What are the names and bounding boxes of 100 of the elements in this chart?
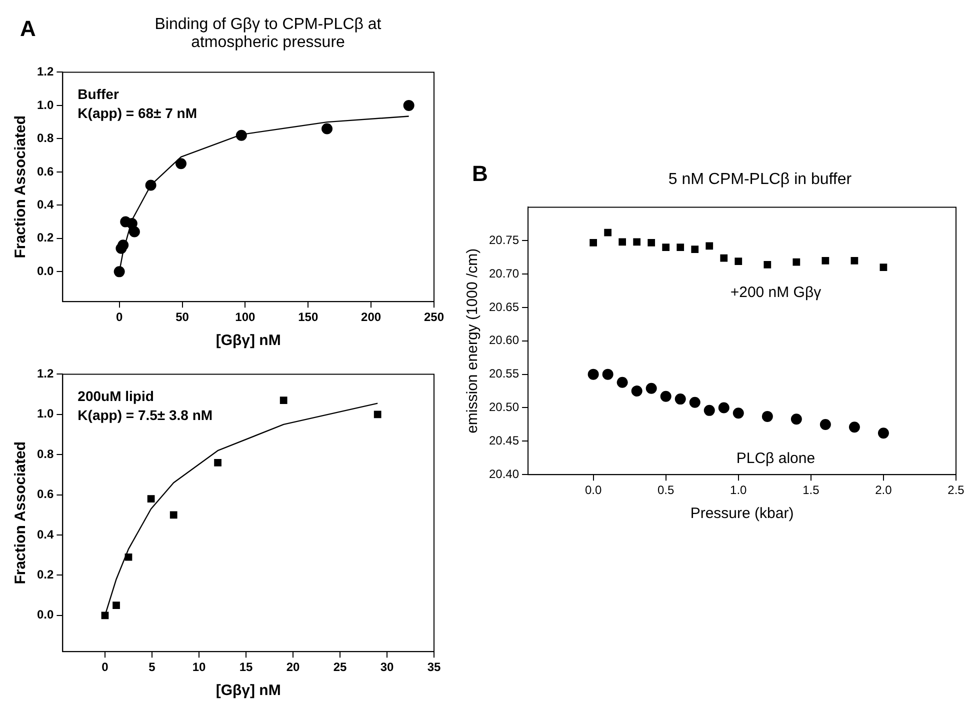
x-tick-label: 30 [380, 660, 394, 674]
point [764, 261, 772, 268]
y-tick-label: 1.0 [36, 406, 54, 421]
point [762, 410, 773, 422]
point [176, 158, 186, 170]
annotation: 200uM lipid [78, 388, 154, 404]
y-tick-label: 20.65 [489, 300, 520, 314]
point [691, 246, 699, 253]
point [403, 100, 414, 111]
y-tick-label: 0.8 [36, 131, 54, 146]
x-tick-label: 2.0 [875, 483, 892, 498]
annotation: K(app) = 7.5± 3.8 nM [78, 407, 213, 424]
point [662, 244, 670, 251]
x-tick-label: 50 [176, 310, 190, 324]
point [147, 495, 155, 503]
y-tick-label: 0.0 [36, 264, 54, 278]
x-tick-label: 250 [424, 310, 444, 324]
point [660, 390, 672, 402]
point [790, 414, 802, 425]
y-tick-label: 1.2 [36, 366, 54, 381]
chart-title: Binding of Gβγ to CPM-PLCβ at atmospheric pressure [154, 15, 382, 53]
point [588, 368, 599, 380]
x-tick-label: 0 [102, 660, 109, 674]
x-tick-label: 5 [148, 660, 156, 674]
y-tick-label: 20.55 [489, 366, 520, 381]
x-tick-label: 100 [235, 310, 256, 324]
annotation: K(app) = 68± 7 nM [78, 105, 198, 122]
y-tick-label: 0.8 [36, 446, 54, 461]
point [734, 258, 742, 266]
y-tick-label: 20.45 [489, 433, 520, 448]
y-tick-label: 1.2 [36, 64, 54, 79]
y-tick-label: 0.2 [36, 568, 54, 582]
point [145, 180, 156, 191]
x-tick-label: 35 [427, 660, 441, 674]
x-tick-label: 150 [298, 310, 318, 324]
x-tick-label: 25 [333, 660, 347, 674]
point [126, 218, 138, 229]
y-tick-label: 0.2 [36, 230, 54, 245]
point [646, 382, 657, 394]
point [590, 238, 597, 246]
point [112, 602, 120, 610]
point [616, 376, 628, 388]
point [170, 511, 178, 519]
point [880, 264, 888, 272]
x-axis-title: [Gβγ] nM [216, 332, 281, 350]
point [101, 612, 109, 620]
x-tick-label: 200 [361, 310, 382, 324]
point [236, 130, 247, 141]
point [280, 396, 288, 404]
point [792, 258, 800, 266]
y-tick-label: 0.6 [36, 487, 54, 502]
y-tick-label: 1.0 [36, 98, 54, 112]
point [214, 458, 222, 466]
y-tick-label: 0.4 [36, 198, 54, 212]
point [706, 242, 714, 250]
point [633, 238, 641, 246]
point [602, 368, 614, 380]
x-tick-label: 0.0 [584, 483, 602, 498]
y-tick-label: 0.0 [36, 608, 54, 622]
point [822, 257, 830, 264]
x-axis-title: Pressure (kbar) [690, 505, 794, 522]
x-tick-label: 2.5 [948, 483, 965, 498]
y-tick-label: 0.4 [36, 527, 54, 542]
y-axis-title: Fraction Associated [12, 115, 30, 258]
y-axis-title: Fraction Associated [12, 441, 30, 584]
point [878, 428, 889, 439]
point [720, 254, 728, 262]
x-tick-label: 20 [286, 660, 300, 674]
x-tick-label: 1.0 [730, 483, 748, 498]
chart-title: 5 nM CPM-PLCβ in buffer [667, 170, 853, 190]
point [820, 418, 831, 430]
annotation: Buffer [78, 86, 120, 102]
point [374, 410, 382, 418]
y-tick-label: 20.40 [489, 466, 520, 481]
point [604, 228, 612, 236]
y-tick-label: 20.50 [489, 400, 520, 414]
point [689, 396, 700, 408]
y-tick-label: 20.60 [489, 333, 520, 348]
point [676, 244, 684, 251]
point [631, 386, 642, 397]
point [674, 394, 686, 405]
series-label: +200 nM Gβγ [730, 284, 822, 302]
x-tick-label: 15 [239, 660, 253, 674]
y-tick-label: 20.70 [489, 266, 520, 280]
point [718, 402, 730, 414]
x-tick-label: 10 [192, 660, 206, 674]
point [128, 226, 140, 238]
point [114, 266, 125, 278]
y-tick-label: 0.6 [36, 164, 54, 178]
point [322, 123, 333, 134]
y-axis-title: emission energy (1000 /cm) [464, 248, 482, 434]
x-tick-label: 0 [116, 310, 123, 324]
point [848, 422, 860, 433]
x-tick-label: 1.5 [802, 483, 820, 498]
y-tick-label: 20.75 [489, 232, 520, 247]
point [704, 404, 715, 416]
point [118, 240, 129, 251]
x-tick-label: 0.5 [658, 483, 675, 498]
x-axis-title: [Gβγ] nM [216, 682, 281, 700]
point [124, 553, 132, 561]
